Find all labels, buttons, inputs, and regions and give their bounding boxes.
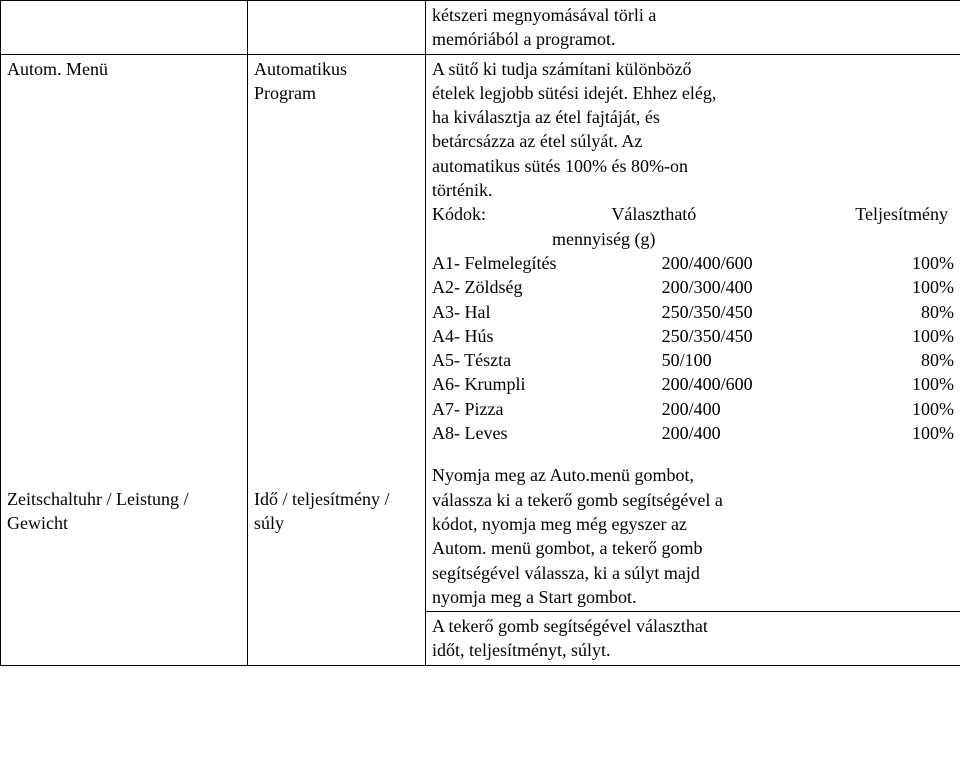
table-row: kétszeri megnyomásával törli a memóriábó… <box>1 1 960 55</box>
text: Teljesítmény <box>771 202 954 226</box>
code-name: A5- Tészta <box>432 348 662 372</box>
text: Kódok: <box>432 202 536 226</box>
text: Autom. Menü <box>7 59 108 79</box>
table-row: Autom. Menü Zeitschaltuhr / Leistung / G… <box>1 54 960 612</box>
code-pct: 100% <box>839 372 954 396</box>
text-line: automatikus sütés 100% és 80%-on <box>432 154 954 178</box>
text-line: súly <box>254 511 419 535</box>
code-row: A7- Pizza 200/400 100% <box>432 397 954 421</box>
code-qty: 200/400 <box>662 397 839 421</box>
text-line: memóriából a programot. <box>432 27 954 51</box>
codes-header: Kódok: Választható Teljesítmény <box>432 202 954 226</box>
cell <box>248 1 426 55</box>
text-line: kétszeri megnyomásával törli a <box>432 3 954 27</box>
code-name: A2- Zöldség <box>432 275 662 299</box>
cell: kétszeri megnyomásával törli a memóriábó… <box>426 1 960 55</box>
code-name: A6- Krumpli <box>432 372 662 396</box>
text-line: segítségével válassza, ki a súlyt majd <box>432 561 954 585</box>
code-qty: 200/400 <box>662 421 839 445</box>
text-line: ételek legjobb sütési idejét. Ehhez elég… <box>432 81 954 105</box>
code-qty: 200/300/400 <box>662 275 839 299</box>
code-qty: 250/350/450 <box>662 324 839 348</box>
codes-table: Kódok: Választható Teljesítmény <box>432 202 954 226</box>
text-line: nyomja meg a Start gombot. <box>432 585 954 609</box>
cell-label: Autom. Menü Zeitschaltuhr / Leistung / G… <box>1 54 248 665</box>
code-name: A1- Felmelegítés <box>432 251 662 275</box>
text-line: mennyiség (g) <box>432 227 954 251</box>
code-row: A6- Krumpli 200/400/600 100% <box>432 372 954 396</box>
code-pct: 100% <box>839 251 954 275</box>
cell-description: A tekerő gomb segítségével választhat id… <box>426 612 960 666</box>
code-pct: 100% <box>839 397 954 421</box>
text-line: időt, teljesítményt, súlyt. <box>432 638 954 662</box>
text-line: Nyomja meg az Auto.menü gombot, <box>432 463 954 487</box>
cell-label: Automatikus Program Idő / teljesítmény /… <box>248 54 426 665</box>
document-table: kétszeri megnyomásával törli a memóriábó… <box>0 0 960 666</box>
text-line: A sütő ki tudja számítani különböző <box>432 57 954 81</box>
code-pct: 100% <box>839 275 954 299</box>
code-row: A2- Zöldség 200/300/400 100% <box>432 275 954 299</box>
code-name: A3- Hal <box>432 300 662 324</box>
code-row: A4- Hús 250/350/450 100% <box>432 324 954 348</box>
text-line: Automatikus <box>254 57 419 81</box>
text-line: történik. <box>432 178 954 202</box>
code-pct: 100% <box>839 421 954 445</box>
text-line: kódot, nyomja meg még egyszer az <box>432 512 954 536</box>
code-row: A1- Felmelegítés 200/400/600 100% <box>432 251 954 275</box>
code-qty: 200/400/600 <box>662 251 839 275</box>
code-pct: 80% <box>839 300 954 324</box>
text-line: Gewicht <box>7 511 241 535</box>
text-line: A tekerő gomb segítségével választhat <box>432 614 954 638</box>
text-line: betárcsázza az étel súlyát. Az <box>432 129 954 153</box>
code-row: A5- Tészta 50/100 80% <box>432 348 954 372</box>
text-line: ha kiválasztja az étel fajtáját, és <box>432 105 954 129</box>
code-qty: 250/350/450 <box>662 300 839 324</box>
text-line: Idő / teljesítmény / <box>254 487 419 511</box>
cell-description: A sütő ki tudja számítani különböző étel… <box>426 54 960 612</box>
text-line: Program <box>254 81 419 105</box>
text-line: Zeitschaltuhr / Leistung / <box>7 487 241 511</box>
text-line: Autom. menü gombot, a tekerő gomb <box>432 536 954 560</box>
text: Választható <box>536 202 771 226</box>
code-pct: 100% <box>839 324 954 348</box>
code-qty: 50/100 <box>662 348 839 372</box>
cell <box>1 1 248 55</box>
text-line: válassza ki a tekerő gomb segítségével a <box>432 488 954 512</box>
code-name: A8- Leves <box>432 421 662 445</box>
code-name: A4- Hús <box>432 324 662 348</box>
codes-body: A1- Felmelegítés 200/400/600 100% A2- Zö… <box>432 251 954 445</box>
code-row: A3- Hal 250/350/450 80% <box>432 300 954 324</box>
code-row: A8- Leves 200/400 100% <box>432 421 954 445</box>
code-qty: 200/400/600 <box>662 372 839 396</box>
code-name: A7- Pizza <box>432 397 662 421</box>
code-pct: 80% <box>839 348 954 372</box>
